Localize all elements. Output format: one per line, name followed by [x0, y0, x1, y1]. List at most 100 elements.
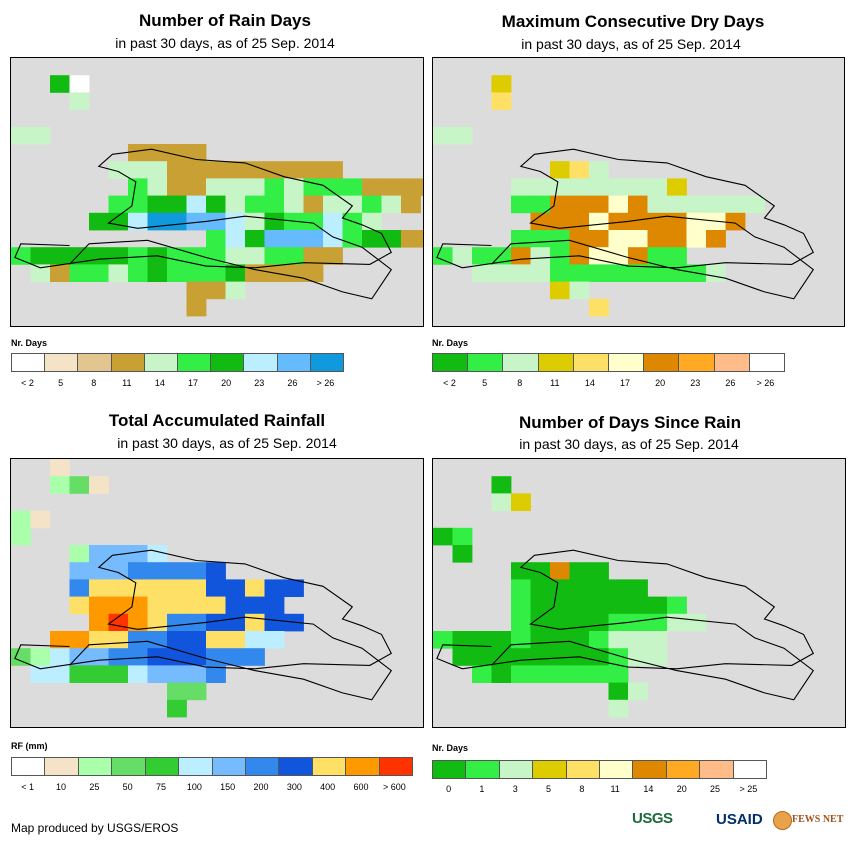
- grid-cell: [550, 178, 570, 196]
- grid-cell: [452, 648, 473, 666]
- grid-cell: [550, 212, 570, 231]
- grid-cell: [608, 613, 629, 632]
- legend-swatch: [733, 761, 767, 778]
- grid-cell: [128, 631, 148, 649]
- grid-cell: [245, 613, 265, 632]
- grid-cell: [628, 579, 648, 597]
- grid-cell: [50, 459, 70, 477]
- legend-swatch: [573, 354, 610, 371]
- grid-cell: [167, 264, 187, 282]
- grid-cell: [303, 247, 324, 265]
- grid-cell: [323, 230, 343, 248]
- grid-cell: [264, 212, 285, 231]
- grid-cell: [50, 631, 70, 649]
- grid-cell: [225, 230, 246, 248]
- grid-cell: [264, 230, 285, 248]
- grid-cell: [89, 613, 109, 632]
- legend-swatch: [503, 354, 539, 371]
- legend-tick-label: 17: [188, 378, 199, 388]
- legend-swatch: [499, 761, 534, 778]
- grid-cell: [323, 195, 343, 214]
- legend-tick-label: 600: [353, 782, 369, 792]
- grid-cell: [491, 247, 512, 265]
- coastline: [436, 549, 815, 701]
- grid-cell: [225, 579, 246, 597]
- legend-swatch: [111, 354, 145, 371]
- grid-cell: [147, 545, 168, 563]
- grid-cell: [511, 596, 531, 615]
- legend-tick-label: 1: [479, 784, 485, 794]
- grid-cell: [30, 648, 51, 666]
- grid-cell: [511, 613, 531, 632]
- grid-cell: [511, 648, 531, 666]
- grid-cell: [628, 631, 648, 649]
- grid-cell: [706, 264, 726, 282]
- grid-cell: [569, 579, 590, 597]
- grid-cell: [147, 144, 168, 162]
- grid-cell: [303, 161, 324, 179]
- legend-swatch: [310, 354, 344, 371]
- grid-cell: [225, 264, 246, 282]
- grid-cell: [167, 247, 187, 265]
- grid-cell: [206, 161, 226, 179]
- grid-cell: [108, 579, 129, 597]
- grid-cell: [589, 195, 609, 214]
- grid-cell: [472, 631, 492, 649]
- grid-cell: [491, 648, 512, 666]
- grid-cell: [667, 178, 687, 196]
- grid-cell: [69, 648, 90, 666]
- grid-cell: [264, 161, 285, 179]
- grid-cell: [186, 631, 207, 649]
- legend-swatch: [112, 758, 146, 775]
- panel-total-rainfall: Total Accumulated Rainfall in past 30 da…: [0, 400, 424, 810]
- legend-tick-label: 75: [155, 782, 167, 792]
- grid-cell: [342, 230, 363, 248]
- grid-cell: [30, 264, 51, 282]
- legend-swatch: [179, 758, 213, 775]
- grid-cell: [628, 247, 648, 265]
- grid-cell: [206, 264, 226, 282]
- grid-cell: [667, 596, 687, 615]
- legend-swatch: [379, 758, 413, 775]
- legend-tick-label: 10: [55, 782, 67, 792]
- legend-swatch: [433, 354, 469, 371]
- grid-cell: [147, 579, 168, 597]
- grid-cell: [89, 212, 109, 231]
- grid-cell: [225, 161, 246, 179]
- panel-subtitle: in past 30 days, as of 25 Sep. 2014: [117, 435, 337, 451]
- grid-cell: [108, 247, 129, 265]
- legend-tick-label: < 1: [21, 782, 35, 792]
- legend-swatch: [145, 758, 180, 775]
- grid-cell: [550, 264, 570, 282]
- legend-bar: [432, 760, 767, 779]
- grid-cell: [628, 648, 648, 666]
- grid-cell: [89, 264, 109, 282]
- grid-cell: [50, 665, 70, 683]
- grid-cell: [628, 212, 648, 231]
- grid-cell: [420, 230, 423, 248]
- grid-cell: [303, 212, 324, 231]
- grid-cell: [628, 613, 648, 632]
- grid-cell: [511, 562, 531, 580]
- grid-cell: [245, 161, 265, 179]
- grid-cell: [589, 631, 609, 649]
- grid-cell: [284, 264, 304, 282]
- grid-cell: [608, 212, 629, 231]
- grid-cell: [589, 230, 609, 248]
- grid-cell: [530, 579, 551, 597]
- grid-cell: [647, 178, 668, 196]
- grid-cell: [30, 126, 51, 145]
- grid-cell: [550, 579, 570, 597]
- grid-cell: [589, 648, 609, 666]
- grid-cell: [206, 195, 226, 214]
- grid-cell: [206, 562, 226, 580]
- grid-cell: [11, 527, 31, 546]
- grid-cell: [167, 665, 187, 683]
- grid-cell: [69, 665, 90, 683]
- legend-tick-label: 14: [154, 378, 165, 388]
- grid-cell: [186, 665, 207, 683]
- grid-cell: [89, 579, 109, 597]
- grid-cell: [186, 682, 207, 701]
- grid-cell: [589, 562, 609, 580]
- legend-swatch: [433, 761, 467, 778]
